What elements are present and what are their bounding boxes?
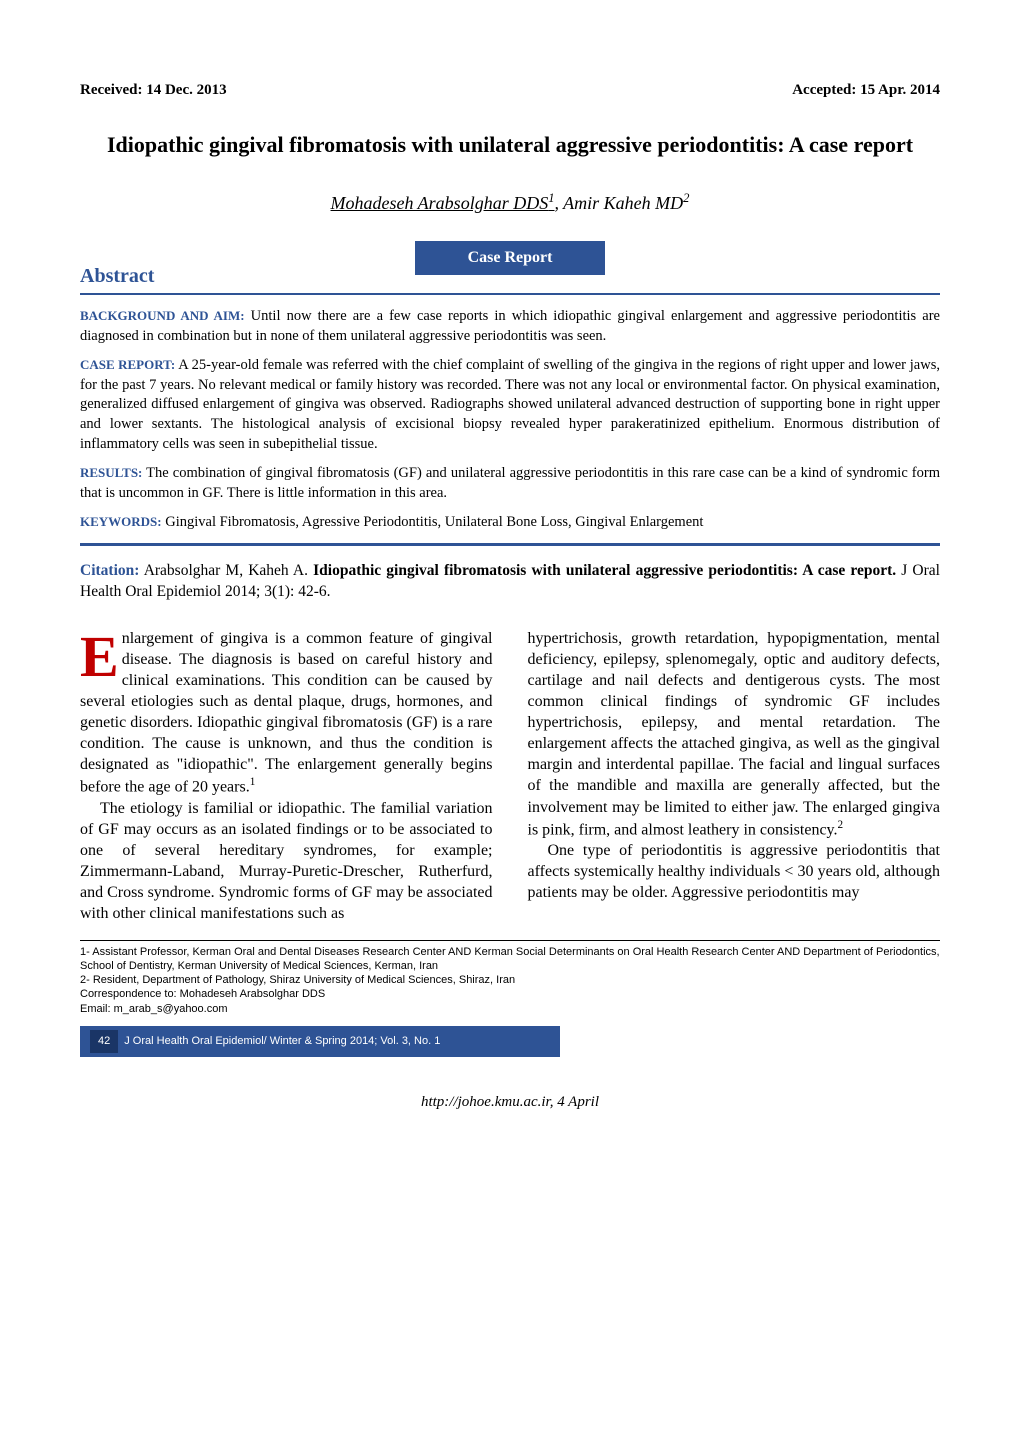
footer-bar: 42 J Oral Health Oral Epidemiol/ Winter &… — [80, 1026, 560, 1057]
abstract-keywords: KEYWORDS: Gingival Fibromatosis, Agressi… — [80, 513, 940, 533]
abstract-bottom-rule — [80, 543, 940, 546]
dropcap: E — [80, 628, 122, 681]
column-left: Enlargement of gingiva is a common featu… — [80, 628, 493, 925]
accepted-date: Accepted: 15 Apr. 2014 — [792, 80, 940, 101]
footnote-correspondence: Correspondence to: Mohadeseh Arabsolghar… — [80, 987, 940, 1001]
footnote-email: Email: m_arab_s@yahoo.com — [80, 1002, 940, 1016]
received-date: Received: 14 Dec. 2013 — [80, 80, 227, 101]
column-right: hypertrichosis, growth retardation, hypo… — [528, 628, 941, 925]
abstract-case-report: CASE REPORT: A 25-year-old female was re… — [80, 356, 940, 454]
body-para-1: Enlargement of gingiva is a common featu… — [80, 628, 493, 798]
body-para-4: One type of periodontitis is aggressive … — [528, 840, 941, 903]
page-number: 42 — [90, 1030, 118, 1053]
footer-journal-info: J Oral Health Oral Epidemiol/ Winter & S… — [124, 1035, 440, 1047]
footnote-1: 1- Assistant Professor, Kerman Oral and … — [80, 945, 940, 974]
abstract-background: BACKGROUND AND AIM: Until now there are … — [80, 307, 940, 346]
abstract-results: RESULTS: The combination of gingival fib… — [80, 464, 940, 503]
citation-authors: Arabsolghar M, Kaheh A. — [139, 562, 313, 579]
body-columns: Enlargement of gingiva is a common featu… — [80, 628, 940, 925]
header-dates-row: Received: 14 Dec. 2013 Accepted: 15 Apr.… — [80, 80, 940, 101]
body-para-2: The etiology is familial or idiopathic. … — [80, 798, 493, 925]
body-para-3: hypertrichosis, growth retardation, hypo… — [528, 628, 941, 840]
citation-label: Citation: — [80, 562, 139, 579]
author-second: , Amir Kaheh MD — [555, 193, 684, 213]
results-text: The combination of gingival fibromatosis… — [80, 465, 940, 501]
article-title: Idiopathic gingival fibromatosis with un… — [80, 131, 940, 160]
footnotes-block: 1- Assistant Professor, Kerman Oral and … — [80, 945, 940, 1016]
url-footer: http://johoe.kmu.ac.ir, 4 April — [80, 1092, 940, 1113]
footnote-2: 2- Resident, Department of Pathology, Sh… — [80, 973, 940, 987]
author-main: Mohadeseh Arabsolghar DDS1 — [331, 193, 555, 213]
keywords-label: KEYWORDS: — [80, 514, 162, 529]
case-text: A 25-year-old female was referred with t… — [80, 357, 940, 451]
case-label: CASE REPORT: — [80, 357, 175, 372]
results-label: RESULTS: — [80, 465, 142, 480]
authors-line: Mohadeseh Arabsolghar DDS1, Amir Kaheh M… — [80, 190, 940, 216]
keywords-text: Gingival Fibromatosis, Agressive Periodo… — [162, 514, 704, 530]
abstract-top-rule — [80, 293, 940, 295]
abstract-heading: Abstract — [80, 262, 940, 290]
citation-title: Idiopathic gingival fibromatosis with un… — [313, 562, 896, 579]
footnotes-rule — [80, 940, 940, 941]
citation-block: Citation: Arabsolghar M, Kaheh A. Idiopa… — [80, 561, 940, 603]
background-label: BACKGROUND AND AIM: — [80, 308, 245, 323]
